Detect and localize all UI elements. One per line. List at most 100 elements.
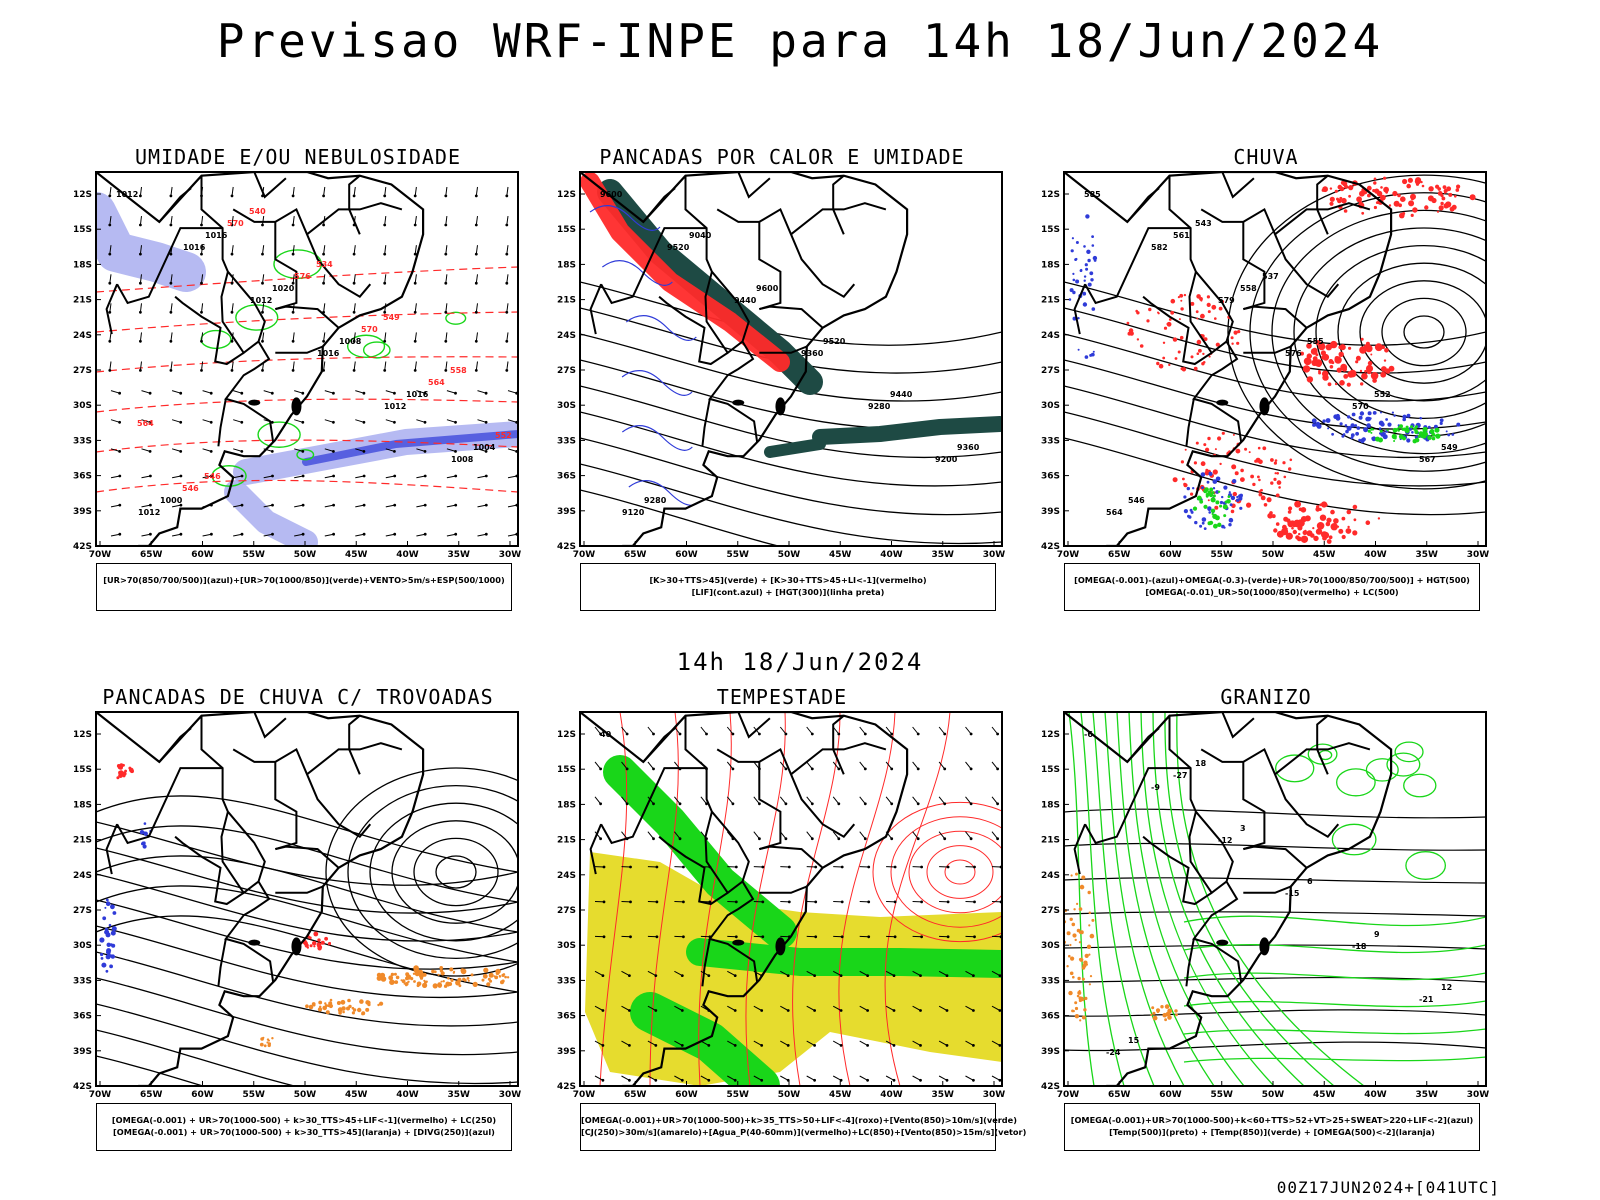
contour-label: 561 (1173, 231, 1190, 240)
lat-tick-label: 21S (1041, 836, 1060, 846)
panel-title: PANCADAS POR CALOR E UMIDADE (599, 145, 965, 169)
border-line (200, 175, 266, 355)
pressure-contour (926, 845, 994, 899)
wind-vector (110, 475, 120, 479)
wind-vector (727, 970, 736, 977)
wind-vector (231, 216, 234, 226)
low-level-jet (603, 755, 797, 949)
wind-vector (324, 390, 334, 394)
wind-vector (991, 970, 1001, 977)
lat-tick-label: 36S (557, 472, 576, 482)
border-line (1192, 340, 1243, 443)
wind-vector (475, 186, 478, 196)
wind-vector (139, 361, 142, 371)
contour-line (347, 784, 518, 960)
wind-vector (445, 186, 448, 196)
contour-label: 549 (1441, 443, 1458, 452)
humidity-contour (362, 341, 391, 359)
legend-line: [OMEGA(-0.001)+UR>70(1000-500)+k>35_TTS>… (581, 1115, 1017, 1125)
wind-vector (674, 970, 683, 977)
lat-tick-label: 33S (73, 976, 92, 986)
low-level-jet (686, 938, 1002, 978)
contour-label: 1012 (384, 402, 406, 411)
legend-line: [CJ(250)>30m/s](amarelo)+[Agua_P(40-60mm… (581, 1127, 1027, 1137)
border-line (737, 172, 771, 199)
wind-vector (506, 186, 509, 196)
wind-vector (171, 390, 181, 394)
wind-vector (674, 796, 681, 805)
lon-tick-label: 65W (140, 550, 163, 560)
contour-line (580, 463, 1002, 545)
border-line (758, 221, 782, 311)
wind-vector (859, 831, 866, 840)
pressure-contour (884, 712, 951, 1086)
lon-tick-label: 50W (294, 1090, 317, 1100)
wind-vector (594, 796, 601, 805)
wind-vector (446, 533, 456, 537)
border-line (589, 283, 603, 335)
lat-tick-label: 30S (557, 941, 576, 951)
contour-line (391, 820, 518, 924)
humidity-contour (346, 334, 386, 359)
wind-vector (294, 390, 303, 394)
wind-vector (727, 1005, 736, 1011)
lat-tick-label: 39S (73, 1047, 92, 1057)
wind-vector (109, 216, 112, 226)
wind-vector (323, 303, 326, 313)
wind-vector (475, 216, 478, 226)
wind-vector (621, 1075, 630, 1081)
wind-vector (109, 361, 112, 371)
lat-tick-label: 18S (1041, 260, 1060, 270)
lifted-index-contour (621, 370, 693, 396)
wind-vector (353, 245, 356, 255)
wind-vector (446, 448, 456, 452)
wind-vector (806, 761, 813, 770)
wind-vector (594, 970, 604, 977)
wind-vector (171, 448, 181, 452)
lon-tick-label: 40W (880, 550, 903, 560)
wind-vector (171, 504, 182, 508)
wind-vector (353, 274, 356, 284)
wind-vector (912, 970, 921, 977)
wind-vector (446, 390, 456, 394)
border-line (174, 835, 245, 906)
contour-label: 9600 (756, 284, 779, 293)
border-line (658, 835, 729, 906)
border-line (200, 715, 266, 895)
wind-vector (477, 504, 487, 508)
lat-tick-label: 15S (557, 225, 576, 235)
wind-vector (141, 504, 151, 508)
wind-vector (506, 274, 509, 284)
wind-vector (806, 1005, 815, 1011)
temp850-contour (1140, 712, 1275, 1086)
wind-vector (507, 504, 517, 508)
temp850-contour (1152, 712, 1305, 1086)
wind-vector (385, 504, 395, 508)
contour-line (1403, 315, 1445, 349)
legend-line: [K>30+TTS>45](verde) + [K>30+TTS>45+LI<-… (649, 575, 927, 585)
wind-vector (885, 1005, 895, 1011)
wind-vector (885, 761, 893, 770)
border-line (105, 823, 119, 875)
contour-label: 570 (1352, 402, 1369, 411)
wind-vector (262, 303, 265, 313)
contour-label: 9440 (734, 296, 757, 305)
wind-vector (912, 761, 919, 770)
lat-tick-label: 36S (557, 1012, 576, 1022)
lat-tick-label: 21S (73, 836, 92, 846)
border-line (716, 207, 856, 298)
wind-vector (859, 761, 866, 770)
wind-vector (141, 533, 151, 537)
wind-vector (324, 475, 334, 479)
contour-line (1315, 244, 1486, 420)
legend-line: [OMEGA(-0.001) + UR>70(1000-500) + k>30_… (113, 1127, 495, 1137)
border-line (832, 714, 845, 775)
wind-vector (233, 533, 243, 537)
contour-label: 570 (227, 219, 244, 228)
wind-vector (726, 726, 734, 735)
contour-label: 1012 (138, 508, 160, 517)
wind-vector (507, 419, 517, 423)
lat-tick-label: 15S (73, 765, 92, 775)
wind-vector (109, 274, 112, 284)
lon-tick-label: 60W (675, 1090, 698, 1100)
